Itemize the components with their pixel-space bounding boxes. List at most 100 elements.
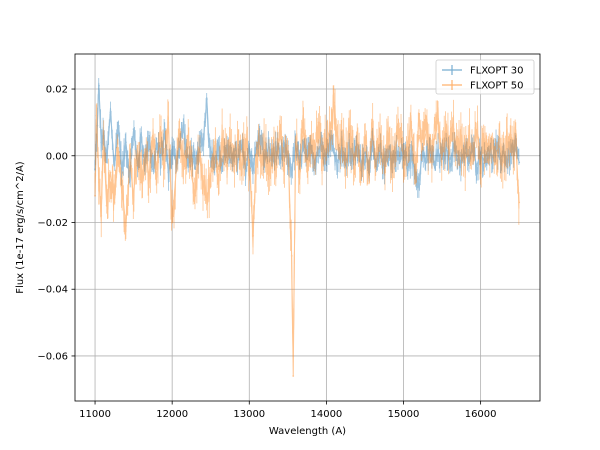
series-anchor-line xyxy=(94,102,520,376)
data-point xyxy=(302,128,305,130)
data-point xyxy=(337,161,339,164)
data-point xyxy=(94,194,96,197)
data-point xyxy=(371,148,374,150)
data-point xyxy=(248,148,251,150)
data-point xyxy=(136,164,139,167)
legend-marker xyxy=(442,80,462,90)
data-point xyxy=(205,98,208,100)
data-point xyxy=(113,164,116,167)
data-point xyxy=(352,158,355,161)
data-point xyxy=(113,201,116,204)
ticks: 11000 12000 13000 14000 15000 16000 0.02 0.00 −0… xyxy=(37,85,496,420)
data-point xyxy=(182,124,185,127)
data-point xyxy=(394,144,397,147)
y-tick-label: 0.00 xyxy=(46,151,68,162)
data-point xyxy=(283,148,285,150)
data-point xyxy=(421,151,424,154)
data-point xyxy=(375,158,378,161)
legend: FLXOPT 30 FLXOPT 50 xyxy=(435,59,535,95)
data-point xyxy=(502,161,505,164)
data-point xyxy=(259,134,262,137)
data-point xyxy=(229,141,231,144)
data-point xyxy=(379,141,382,144)
data-point xyxy=(163,131,166,134)
x-tick-label: 15000 xyxy=(388,409,420,420)
y-tick-label: 0.02 xyxy=(46,85,68,96)
data-point xyxy=(294,144,297,147)
data-point xyxy=(109,171,112,174)
data-point xyxy=(275,161,278,164)
data-point xyxy=(472,151,474,154)
data-point xyxy=(329,128,332,130)
data-point xyxy=(340,144,343,147)
data-point xyxy=(102,138,105,140)
data-point xyxy=(418,134,420,137)
data-point xyxy=(159,158,162,161)
data-point xyxy=(252,164,255,167)
data-point xyxy=(198,148,201,150)
data-point xyxy=(198,148,201,150)
data-point xyxy=(148,174,150,177)
data-point xyxy=(448,158,451,161)
data-point xyxy=(121,188,123,191)
data-point xyxy=(271,148,274,150)
data-point xyxy=(213,158,216,161)
data-point xyxy=(100,214,103,217)
data-point xyxy=(317,148,320,150)
legend-marker xyxy=(442,65,462,75)
data-point xyxy=(367,168,370,171)
data-point xyxy=(208,144,211,147)
data-point xyxy=(132,128,135,130)
data-point xyxy=(348,128,351,130)
data-point xyxy=(155,168,158,171)
data-point xyxy=(445,148,447,150)
data-point xyxy=(95,114,98,117)
data-point xyxy=(202,181,204,184)
data-point xyxy=(109,111,112,114)
data-point xyxy=(506,141,509,144)
data-point xyxy=(479,158,482,161)
data-point xyxy=(302,148,305,150)
data-point xyxy=(495,151,497,154)
data-point xyxy=(186,134,189,137)
data-point xyxy=(321,161,324,164)
data-point xyxy=(437,151,440,154)
data-point xyxy=(325,138,328,140)
data-point xyxy=(190,174,193,177)
data-point xyxy=(275,148,278,150)
grid xyxy=(75,54,540,401)
data-point xyxy=(217,168,220,171)
data-point xyxy=(290,168,293,171)
x-tick-label: 13000 xyxy=(233,409,265,420)
data-point xyxy=(125,141,127,144)
data-point xyxy=(460,141,463,144)
data-point xyxy=(502,151,505,154)
data-point xyxy=(94,168,96,171)
data-point xyxy=(375,168,378,171)
data-point xyxy=(194,194,197,197)
series-error-bars xyxy=(94,77,520,198)
data-point xyxy=(340,134,343,137)
data-point xyxy=(286,158,289,161)
data-point xyxy=(256,141,258,144)
data-point xyxy=(128,174,131,177)
data-point xyxy=(271,158,274,161)
data-point xyxy=(171,148,174,150)
data-point xyxy=(398,158,401,161)
data-point xyxy=(202,141,204,144)
data-point xyxy=(499,158,501,161)
y-tick-label: −0.04 xyxy=(37,285,68,296)
data-point xyxy=(425,161,428,164)
axes-frame xyxy=(74,53,541,402)
plot-area xyxy=(75,54,540,401)
data-point xyxy=(263,161,266,164)
data-point xyxy=(209,174,212,177)
data-point xyxy=(140,138,143,140)
data-point xyxy=(171,221,174,224)
data-point xyxy=(337,148,339,150)
data-point xyxy=(360,161,362,164)
data-point xyxy=(178,141,181,144)
data-point xyxy=(464,161,467,164)
data-point xyxy=(352,158,355,161)
